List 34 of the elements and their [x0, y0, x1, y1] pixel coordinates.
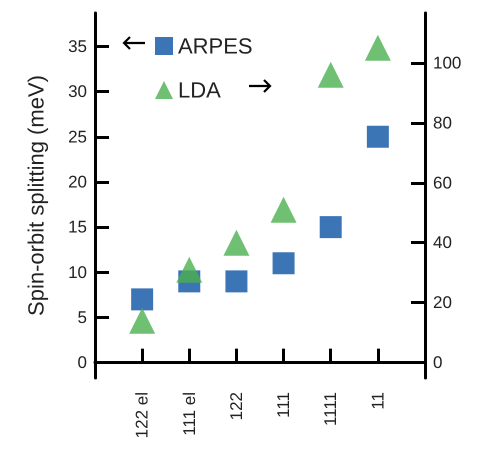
- x-tick-label: 122: [226, 392, 246, 420]
- y2-tick-label: 20: [433, 293, 452, 312]
- y-tick-label: 30: [68, 82, 87, 102]
- y2-tick-label: 60: [433, 173, 452, 192]
- x-tick-label: 111 el: [180, 392, 199, 436]
- point: [364, 34, 391, 61]
- y-tick-label: 15: [68, 218, 87, 237]
- point: [223, 230, 250, 256]
- y2-tick-label: 80: [433, 113, 452, 132]
- point: [318, 62, 344, 88]
- y-tick-label: 5: [78, 308, 87, 327]
- x-tick-label: 122 el: [132, 392, 152, 438]
- y2-tick-label: 100: [433, 53, 462, 72]
- point: [129, 308, 156, 334]
- y-axis-title: Spin-orbit splitting (meV): [24, 75, 48, 316]
- point: [270, 196, 297, 223]
- x-tick-label: 111: [274, 392, 294, 418]
- point: [131, 288, 154, 310]
- y-tick-label: 25: [68, 127, 87, 146]
- legend-label: ARPES: [178, 34, 253, 58]
- y-tick-label: 10: [68, 262, 87, 282]
- legend-label: LDA: [178, 78, 222, 102]
- y-tick-label: 35: [68, 36, 87, 56]
- point: [320, 216, 342, 238]
- y-tick-label: 0: [78, 353, 87, 372]
- point: [272, 252, 295, 274]
- point: [366, 126, 389, 148]
- x-tick-label: 11: [368, 392, 388, 410]
- point: [225, 270, 248, 292]
- y2-tick-label: 0: [433, 353, 442, 372]
- point: [176, 256, 202, 283]
- x-tick-label: 1111: [321, 392, 340, 426]
- y2-tick-label: 40: [433, 233, 452, 252]
- y-tick-label: 20: [68, 172, 87, 192]
